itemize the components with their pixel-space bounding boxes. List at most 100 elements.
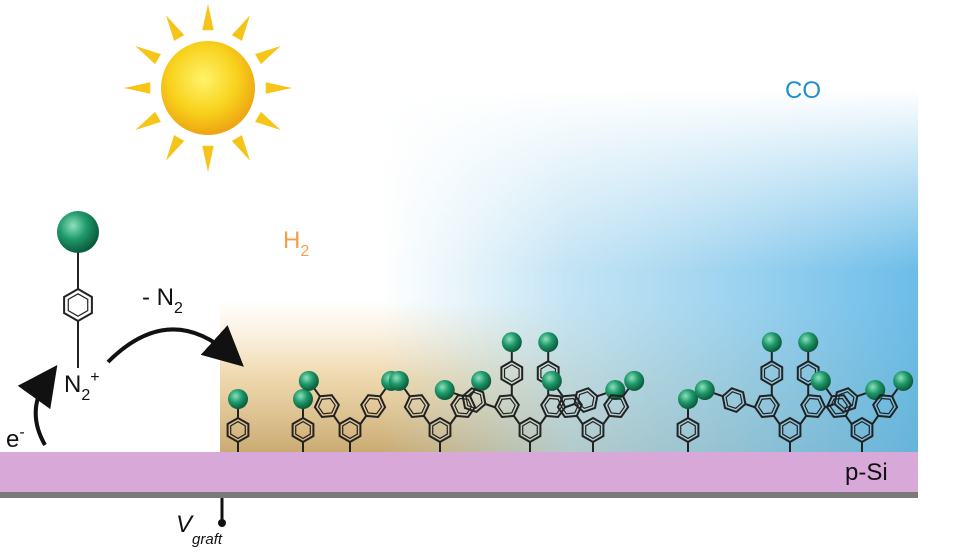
- benzene-inner: [876, 397, 895, 415]
- benzene-inner: [680, 420, 696, 440]
- benzene-ring: [872, 394, 899, 419]
- benzene-inner: [837, 391, 855, 410]
- bond: [422, 415, 431, 425]
- benzene-inner: [782, 420, 798, 440]
- substrate: [0, 452, 918, 492]
- functional-group: [761, 332, 782, 353]
- benzene-inner: [829, 397, 848, 415]
- benzene-inner: [230, 420, 246, 440]
- benzene-inner: [560, 397, 579, 415]
- bond: [844, 415, 853, 425]
- benzene-inner: [503, 364, 520, 383]
- substrate-label: p-Si: [845, 459, 888, 486]
- potential-sub: graft: [192, 531, 223, 548]
- loss-label: - N2: [142, 284, 183, 317]
- benzene-ring: [603, 394, 630, 419]
- h2-sub: 2: [300, 243, 309, 260]
- benzene-inner: [577, 391, 595, 410]
- benzene-inner: [465, 391, 483, 410]
- benzene-inner: [585, 420, 601, 440]
- bond: [556, 387, 564, 397]
- benzene-ring: [226, 416, 250, 444]
- h2-main: H: [283, 227, 300, 254]
- electron-arrow: [17, 365, 58, 446]
- bond: [825, 387, 833, 397]
- diazonium-label: N2+: [64, 369, 100, 404]
- functional-group: [694, 380, 715, 401]
- sun-ray: [255, 46, 281, 65]
- benzene-inner: [804, 397, 823, 415]
- benzene-ring: [313, 394, 340, 419]
- bond: [745, 403, 756, 409]
- benzene-ring: [753, 394, 780, 419]
- functional-group: [678, 389, 698, 409]
- functional-group: [388, 370, 409, 391]
- back-contact: [0, 492, 918, 498]
- bond: [891, 387, 899, 397]
- bond: [602, 415, 611, 425]
- benzene-inner: [364, 397, 383, 415]
- sun-ray: [231, 15, 250, 41]
- benzene-ring: [676, 416, 700, 444]
- sun-ray: [124, 82, 151, 94]
- benzene-inner: [757, 397, 776, 415]
- functional-group: [434, 380, 455, 401]
- benzene-ring: [461, 387, 487, 414]
- sun-ray: [135, 111, 161, 130]
- benzene-ring: [825, 394, 852, 419]
- benzene-inner: [607, 397, 626, 415]
- sun-ray: [231, 135, 250, 161]
- benzene-inner: [800, 364, 817, 383]
- bond: [564, 403, 575, 409]
- benzene-ring: [540, 394, 567, 419]
- sun: [124, 4, 292, 172]
- bond: [449, 415, 458, 425]
- bond: [575, 415, 584, 425]
- diazonium-main: N: [64, 371, 81, 398]
- bond: [856, 392, 868, 398]
- functional-group: [57, 211, 99, 253]
- bond: [799, 415, 808, 425]
- functional-group: [228, 389, 248, 409]
- sun-ray: [202, 4, 214, 31]
- benzene-ring: [500, 360, 524, 387]
- diazonium-sub: 2: [81, 387, 90, 404]
- bond: [871, 415, 880, 425]
- functional-group: [293, 389, 313, 409]
- functional-group: [865, 380, 886, 401]
- sun-ray: [135, 46, 161, 65]
- functional-group: [471, 370, 492, 391]
- benzene-ring: [833, 387, 859, 414]
- benzene-ring: [573, 387, 599, 414]
- co-label: CO: [785, 77, 821, 104]
- bond: [485, 403, 496, 409]
- sun-ray: [255, 111, 281, 130]
- bond: [539, 415, 548, 425]
- blue-fade: [380, 90, 918, 452]
- electron-label: e-: [6, 424, 25, 453]
- benzene-inner: [522, 420, 538, 440]
- benzene-inner: [342, 420, 358, 440]
- benzene-inner: [67, 293, 89, 317]
- functional-group: [298, 370, 319, 391]
- benzene-ring: [760, 360, 784, 387]
- h2-label: H2: [283, 227, 309, 260]
- bond: [403, 387, 411, 397]
- functional-group: [624, 370, 645, 391]
- benzene-inner: [407, 397, 426, 415]
- benzene-inner: [432, 420, 448, 440]
- benzene-inner: [295, 420, 311, 440]
- benzene-ring: [796, 360, 820, 387]
- bond: [452, 392, 464, 398]
- bond: [712, 392, 724, 398]
- bond: [622, 387, 630, 397]
- benzene-ring: [493, 394, 520, 419]
- benzene-ring: [291, 416, 315, 444]
- bond: [332, 415, 341, 425]
- bond: [313, 387, 321, 397]
- benzene-inner: [725, 391, 743, 410]
- benzene-inner: [763, 364, 780, 383]
- electron-sup: -: [19, 424, 24, 441]
- sun-disc: [161, 41, 255, 135]
